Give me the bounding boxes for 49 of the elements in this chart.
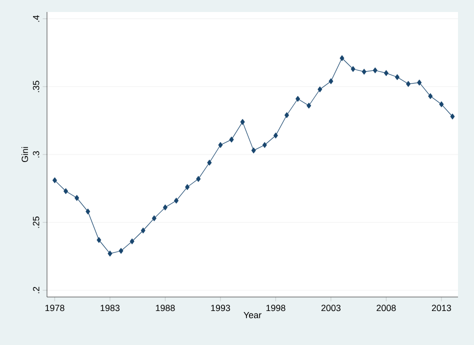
y-tick-label: .2 bbox=[32, 286, 40, 294]
point bbox=[196, 176, 201, 182]
y-tick-label: .35 bbox=[32, 80, 40, 92]
x-tick-label: 1993 bbox=[211, 304, 230, 312]
point bbox=[318, 86, 322, 92]
point bbox=[417, 80, 422, 86]
point bbox=[428, 93, 433, 100]
x-axis-title: Year bbox=[244, 312, 262, 318]
point bbox=[262, 142, 267, 148]
x-tick-label: 2003 bbox=[321, 304, 341, 312]
x-tick-label: 1978 bbox=[45, 304, 64, 312]
point bbox=[372, 67, 378, 74]
point bbox=[240, 119, 245, 125]
point bbox=[251, 148, 256, 154]
point bbox=[64, 188, 68, 194]
point bbox=[328, 78, 334, 84]
point bbox=[152, 215, 156, 222]
point bbox=[162, 204, 168, 210]
point bbox=[406, 81, 411, 87]
point bbox=[229, 136, 234, 142]
point bbox=[118, 248, 124, 254]
x-tick-label: 1988 bbox=[156, 304, 175, 312]
point bbox=[86, 208, 90, 214]
point bbox=[74, 195, 80, 201]
x-tick-label: 2008 bbox=[376, 304, 396, 312]
y-tick-label: .4 bbox=[33, 15, 40, 22]
x-tick-label: 1998 bbox=[266, 304, 286, 312]
point bbox=[273, 132, 278, 138]
point bbox=[96, 237, 102, 243]
point bbox=[140, 228, 146, 234]
point bbox=[207, 160, 212, 166]
x-tick-label: 1983 bbox=[100, 304, 120, 312]
point bbox=[439, 101, 444, 108]
point bbox=[450, 114, 455, 120]
point bbox=[362, 68, 366, 75]
point bbox=[174, 198, 179, 204]
point bbox=[384, 70, 388, 76]
point bbox=[218, 142, 223, 148]
point bbox=[130, 238, 134, 244]
point bbox=[108, 250, 112, 256]
y-tick-label: .25 bbox=[32, 216, 40, 228]
point bbox=[296, 96, 300, 102]
point bbox=[185, 184, 190, 190]
point bbox=[306, 102, 312, 109]
y-tick-label: .3 bbox=[32, 151, 40, 158]
y-axis-title: Gini bbox=[21, 147, 28, 162]
x-tick-label: 2013 bbox=[432, 304, 452, 312]
point bbox=[340, 55, 344, 62]
point bbox=[350, 66, 356, 72]
